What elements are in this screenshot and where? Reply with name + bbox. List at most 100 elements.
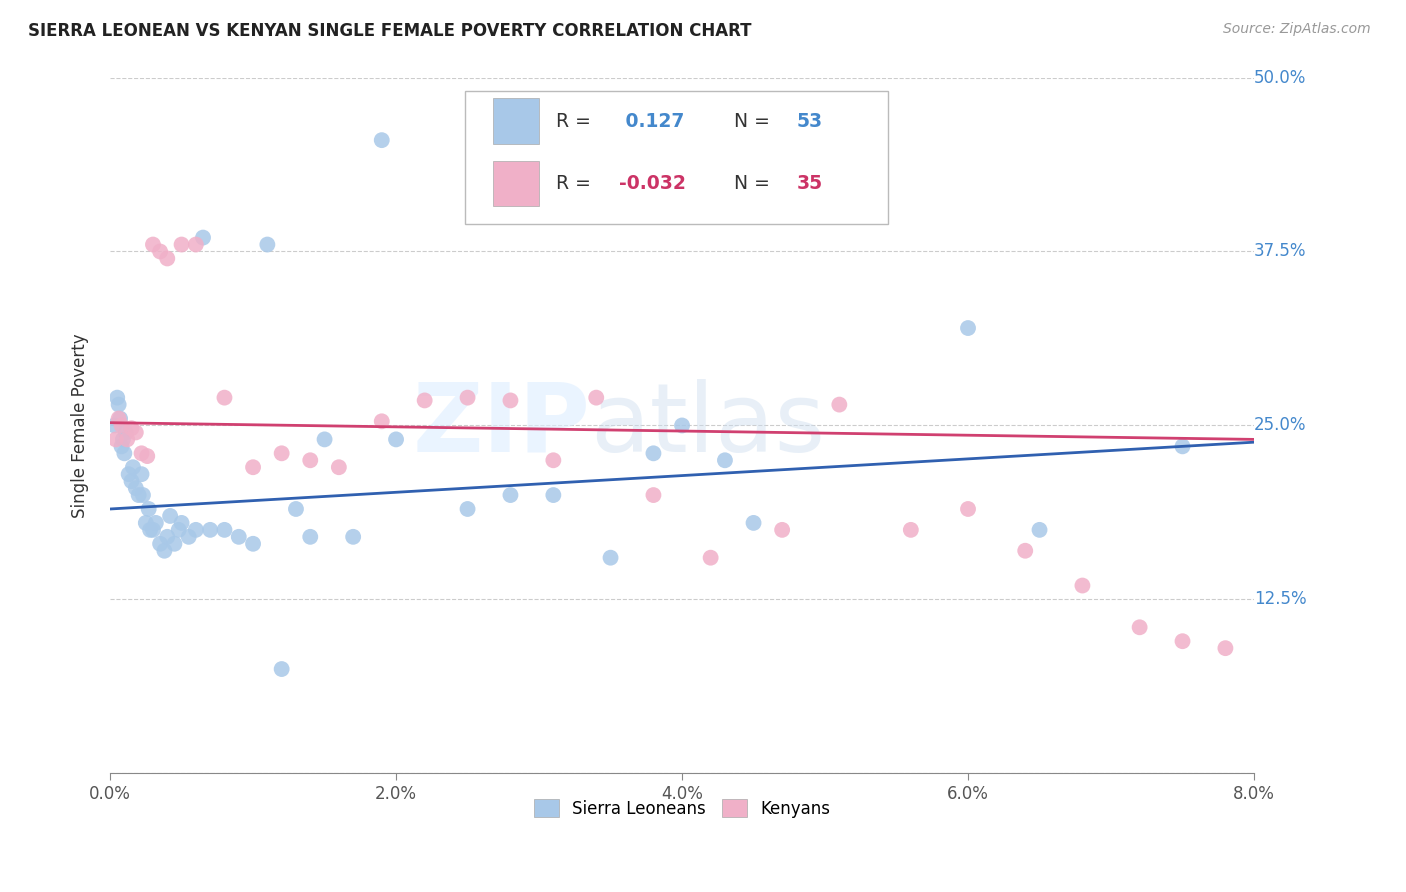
Text: 37.5%: 37.5% [1254,243,1306,260]
Text: ZIP: ZIP [412,379,591,472]
Text: 12.5%: 12.5% [1254,591,1306,608]
Point [177,530,200,544]
Point [149,244,172,259]
Point [457,391,479,405]
Point [114,425,136,440]
Text: 53: 53 [796,112,823,130]
Point [122,460,145,475]
Point [105,391,128,405]
Point [1014,543,1036,558]
Point [132,488,155,502]
Point [167,523,190,537]
Point [110,418,132,433]
Point [371,133,394,147]
Point [770,523,793,537]
Point [142,237,165,252]
Point [714,453,737,467]
FancyBboxPatch shape [494,161,538,206]
Point [131,446,153,460]
Text: 0.127: 0.127 [619,112,685,130]
Text: atlas: atlas [591,379,825,472]
Point [585,391,607,405]
Point [103,418,125,433]
Point [1171,439,1194,453]
Point [328,460,350,475]
Point [342,530,364,544]
Point [198,523,221,537]
Point [1028,523,1050,537]
Point [191,230,214,244]
Point [131,467,153,482]
FancyBboxPatch shape [465,92,889,224]
Point [139,523,162,537]
Point [108,411,131,425]
Point [643,446,665,460]
Point [599,550,621,565]
Point [742,516,765,530]
Point [214,523,236,537]
Text: N =: N = [723,174,776,194]
Point [242,537,264,551]
Point [136,449,159,463]
Point [121,474,143,488]
Point [135,516,157,530]
Point [156,252,179,266]
Point [110,439,132,453]
Point [299,530,322,544]
Point [499,488,522,502]
Point [900,523,922,537]
Text: SIERRA LEONEAN VS KENYAN SINGLE FEMALE POVERTY CORRELATION CHART: SIERRA LEONEAN VS KENYAN SINGLE FEMALE P… [28,22,752,40]
Point [115,433,138,447]
Point [104,433,127,447]
Point [1071,578,1094,592]
Text: -0.032: -0.032 [619,174,686,194]
Point [314,433,336,447]
Text: 25.0%: 25.0% [1254,417,1306,434]
Text: Source: ZipAtlas.com: Source: ZipAtlas.com [1223,22,1371,37]
Point [371,414,394,428]
Text: 35: 35 [796,174,823,194]
Point [142,523,165,537]
Point [228,530,250,544]
Point [299,453,322,467]
Point [543,453,565,467]
Point [256,237,278,252]
Point [107,411,129,425]
Point [499,393,522,408]
Point [828,398,851,412]
Point [184,523,207,537]
Point [1215,641,1237,656]
Point [385,433,408,447]
Text: R =: R = [557,174,598,194]
Point [107,398,129,412]
Point [125,425,148,440]
Point [153,543,176,558]
Point [112,446,135,460]
Point [270,662,292,676]
Point [118,467,141,482]
Point [170,516,193,530]
Point [242,460,264,475]
Point [671,418,693,433]
Point [111,433,134,447]
Point [156,530,179,544]
Legend: Sierra Leoneans, Kenyans: Sierra Leoneans, Kenyans [527,793,837,824]
Point [121,421,143,435]
Text: 50.0%: 50.0% [1254,69,1306,87]
Point [270,446,292,460]
Point [543,488,565,502]
Point [457,502,479,516]
Text: R =: R = [557,112,598,130]
Point [149,537,172,551]
FancyBboxPatch shape [494,98,538,144]
Point [163,537,186,551]
Point [643,488,665,502]
Point [214,391,236,405]
Text: N =: N = [723,112,776,130]
Point [125,481,148,495]
Y-axis label: Single Female Poverty: Single Female Poverty [72,334,89,517]
Point [1171,634,1194,648]
Point [170,237,193,252]
Point [1129,620,1152,634]
Point [128,488,150,502]
